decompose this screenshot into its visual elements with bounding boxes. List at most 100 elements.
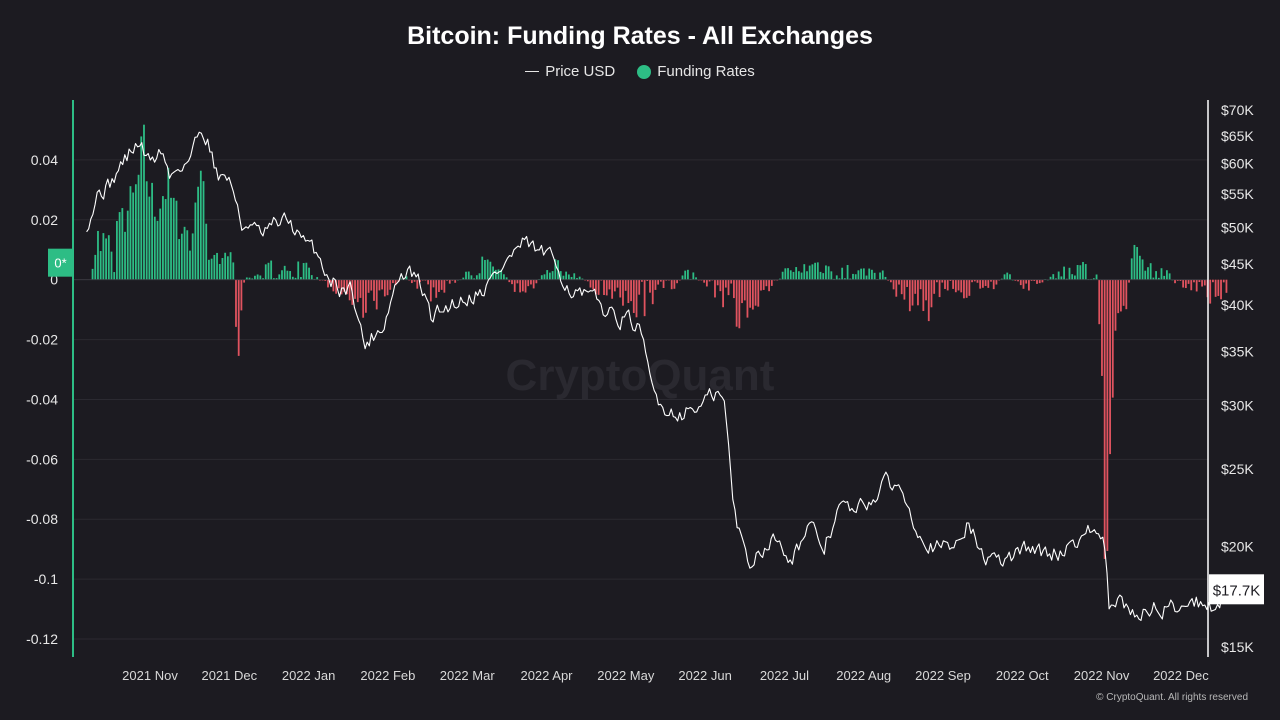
funding-bar (1065, 278, 1068, 280)
funding-bar (657, 279, 660, 285)
left-tick-label: 0.02 (31, 212, 58, 228)
funding-bar (627, 279, 630, 304)
funding-bar (949, 279, 952, 281)
funding-bar (1033, 279, 1036, 281)
funding-bar (291, 276, 294, 280)
funding-bar (871, 269, 873, 280)
funding-bar (107, 235, 110, 280)
funding-bar (1052, 274, 1055, 280)
funding-bar (113, 272, 116, 280)
funding-bar (486, 259, 489, 280)
funding-bar (730, 279, 733, 284)
legend-item-price[interactable]: Price USD (525, 63, 615, 80)
funding-bar (727, 279, 730, 296)
funding-bar (743, 279, 746, 301)
funding-bar (237, 279, 240, 356)
left-tick-label: -0.1 (34, 571, 58, 587)
funding-bar (224, 252, 227, 280)
funding-bar (348, 279, 351, 301)
funding-bar (854, 274, 857, 280)
funding-bar (559, 271, 562, 280)
funding-bar (898, 279, 900, 285)
funding-bar (216, 252, 218, 280)
left-tick-label: -0.12 (26, 631, 58, 647)
funding-bar (976, 279, 979, 283)
funding-bar (1155, 271, 1157, 280)
funding-bar (1198, 279, 1201, 282)
funding-bar (432, 279, 435, 288)
right-tick-label: $40K (1221, 297, 1254, 313)
funding-bar (960, 279, 963, 293)
funding-bar (278, 274, 281, 280)
funding-bar (816, 262, 819, 280)
funding-bar (1057, 271, 1060, 280)
funding-bar (91, 268, 94, 280)
funding-bar (1157, 277, 1160, 280)
funding-bar (502, 274, 505, 280)
funding-bar (1063, 266, 1065, 280)
funding-bar (654, 279, 657, 290)
funding-bar (543, 274, 546, 280)
funding-bar (297, 261, 300, 280)
funding-bar (318, 279, 321, 281)
funding-bar (1114, 279, 1117, 331)
funding-bar (1095, 274, 1098, 280)
funding-bar (1214, 279, 1217, 297)
x-tick-label: 2022 May (597, 668, 655, 683)
funding-bar (703, 279, 706, 283)
funding-bar (754, 279, 757, 306)
x-tick-label: 2022 Jun (678, 668, 732, 683)
legend-item-funding[interactable]: Funding Rates (637, 63, 755, 80)
funding-bar (1176, 279, 1179, 281)
funding-bar (1071, 274, 1074, 280)
funding-bar (573, 273, 576, 280)
funding-bar (189, 250, 191, 280)
funding-bar (944, 279, 946, 289)
funding-bar (792, 271, 795, 280)
funding-bar (787, 268, 789, 280)
right-tick-label: $60K (1221, 156, 1254, 172)
funding-bar (140, 136, 143, 280)
funding-bar (1014, 279, 1017, 281)
funding-bar (838, 278, 841, 280)
funding-bar (808, 265, 811, 280)
funding-bar (446, 279, 448, 281)
funding-bar (264, 264, 267, 280)
watermark: CryptoQuant (506, 351, 775, 400)
funding-bar (245, 277, 248, 280)
funding-bar (1133, 244, 1136, 280)
funding-bar (105, 238, 107, 280)
funding-bar (405, 276, 408, 280)
funding-bar (595, 279, 597, 295)
funding-bar (1168, 273, 1171, 280)
funding-bar (316, 277, 319, 280)
funding-bar (1000, 278, 1003, 280)
funding-bar (1082, 261, 1084, 280)
funding-bar (765, 279, 768, 287)
funding-bar (895, 279, 898, 297)
funding-bar (300, 277, 302, 280)
x-tick-label: 2022 Aug (836, 668, 891, 683)
x-tick-label: 2022 Apr (520, 668, 573, 683)
x-tick-label: 2022 Dec (1153, 668, 1209, 683)
funding-bar (346, 279, 348, 295)
funding-bar (240, 279, 243, 311)
funding-bar (132, 192, 135, 280)
funding-bar (1190, 279, 1193, 291)
funding-bar (286, 270, 289, 280)
funding-bar (827, 266, 830, 280)
funding-bar (632, 279, 635, 313)
funding-bar (1125, 279, 1128, 310)
funding-bar (830, 271, 833, 280)
funding-bar (570, 276, 573, 280)
funding-bar (1217, 279, 1220, 296)
funding-bar (389, 279, 392, 290)
funding-bar (343, 279, 346, 292)
funding-bar (99, 251, 102, 280)
funding-bar (687, 269, 689, 280)
funding-bar (116, 220, 118, 280)
legend-label-price: Price USD (545, 63, 616, 80)
funding-bar (825, 265, 827, 280)
funding-bar (922, 279, 925, 312)
